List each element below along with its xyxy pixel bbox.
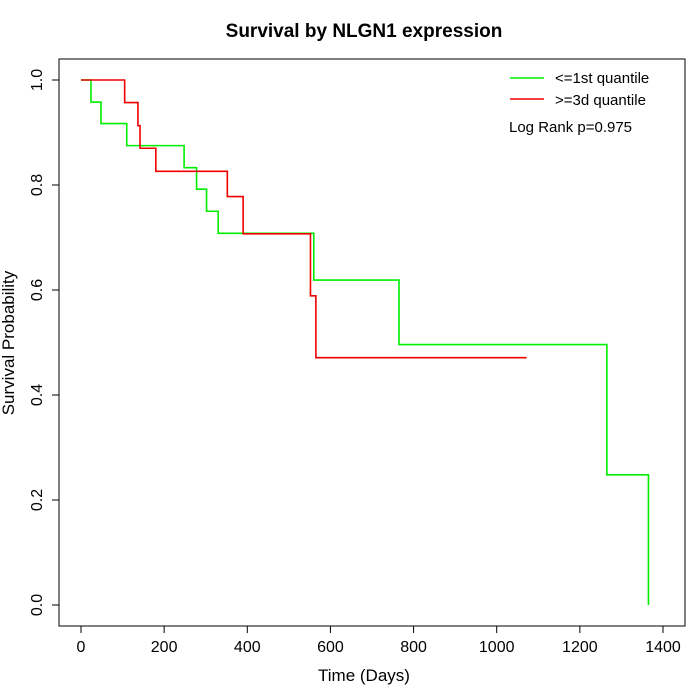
legend-label-series-1: <=1st quantile xyxy=(555,70,649,87)
x-tick-label: 0 xyxy=(77,639,86,656)
y-tick-label: 0.4 xyxy=(29,384,46,406)
y-tick-label: 0.8 xyxy=(29,174,46,196)
y-tick-label: 0.6 xyxy=(29,279,46,301)
x-tick-label: 600 xyxy=(317,639,344,656)
legend-label-series-2: >=3d quantile xyxy=(555,92,646,109)
x-axis-title: Time (Days) xyxy=(318,666,410,685)
x-tick-label: 1200 xyxy=(562,639,598,656)
x-axis: 0 200 400 600 800 1000 1200 1400 xyxy=(77,625,681,656)
x-tick-label: 1400 xyxy=(645,639,681,656)
y-axis: 0.0 0.2 0.4 0.6 0.8 1.0 xyxy=(29,69,60,616)
series-layer xyxy=(81,79,650,605)
y-tick-label: 0.0 xyxy=(29,594,46,616)
y-axis-title: Survival Probability xyxy=(0,270,18,415)
x-tick-label: 1000 xyxy=(479,639,515,656)
log-rank-annotation: Log Rank p=0.975 xyxy=(509,119,632,136)
x-tick-label: 400 xyxy=(234,639,261,656)
plot-frame xyxy=(58,58,686,627)
survival-curve-series-2 xyxy=(81,79,527,359)
y-tick-label: 0.2 xyxy=(29,489,46,511)
y-tick-label: 1.0 xyxy=(29,69,46,91)
chart-title: Survival by NLGN1 expression xyxy=(226,21,503,42)
x-tick-label: 800 xyxy=(400,639,427,656)
legend: <=1st quantile >=3d quantile xyxy=(510,70,649,109)
survival-curve-series-1 xyxy=(81,79,650,605)
x-tick-label: 200 xyxy=(151,639,178,656)
